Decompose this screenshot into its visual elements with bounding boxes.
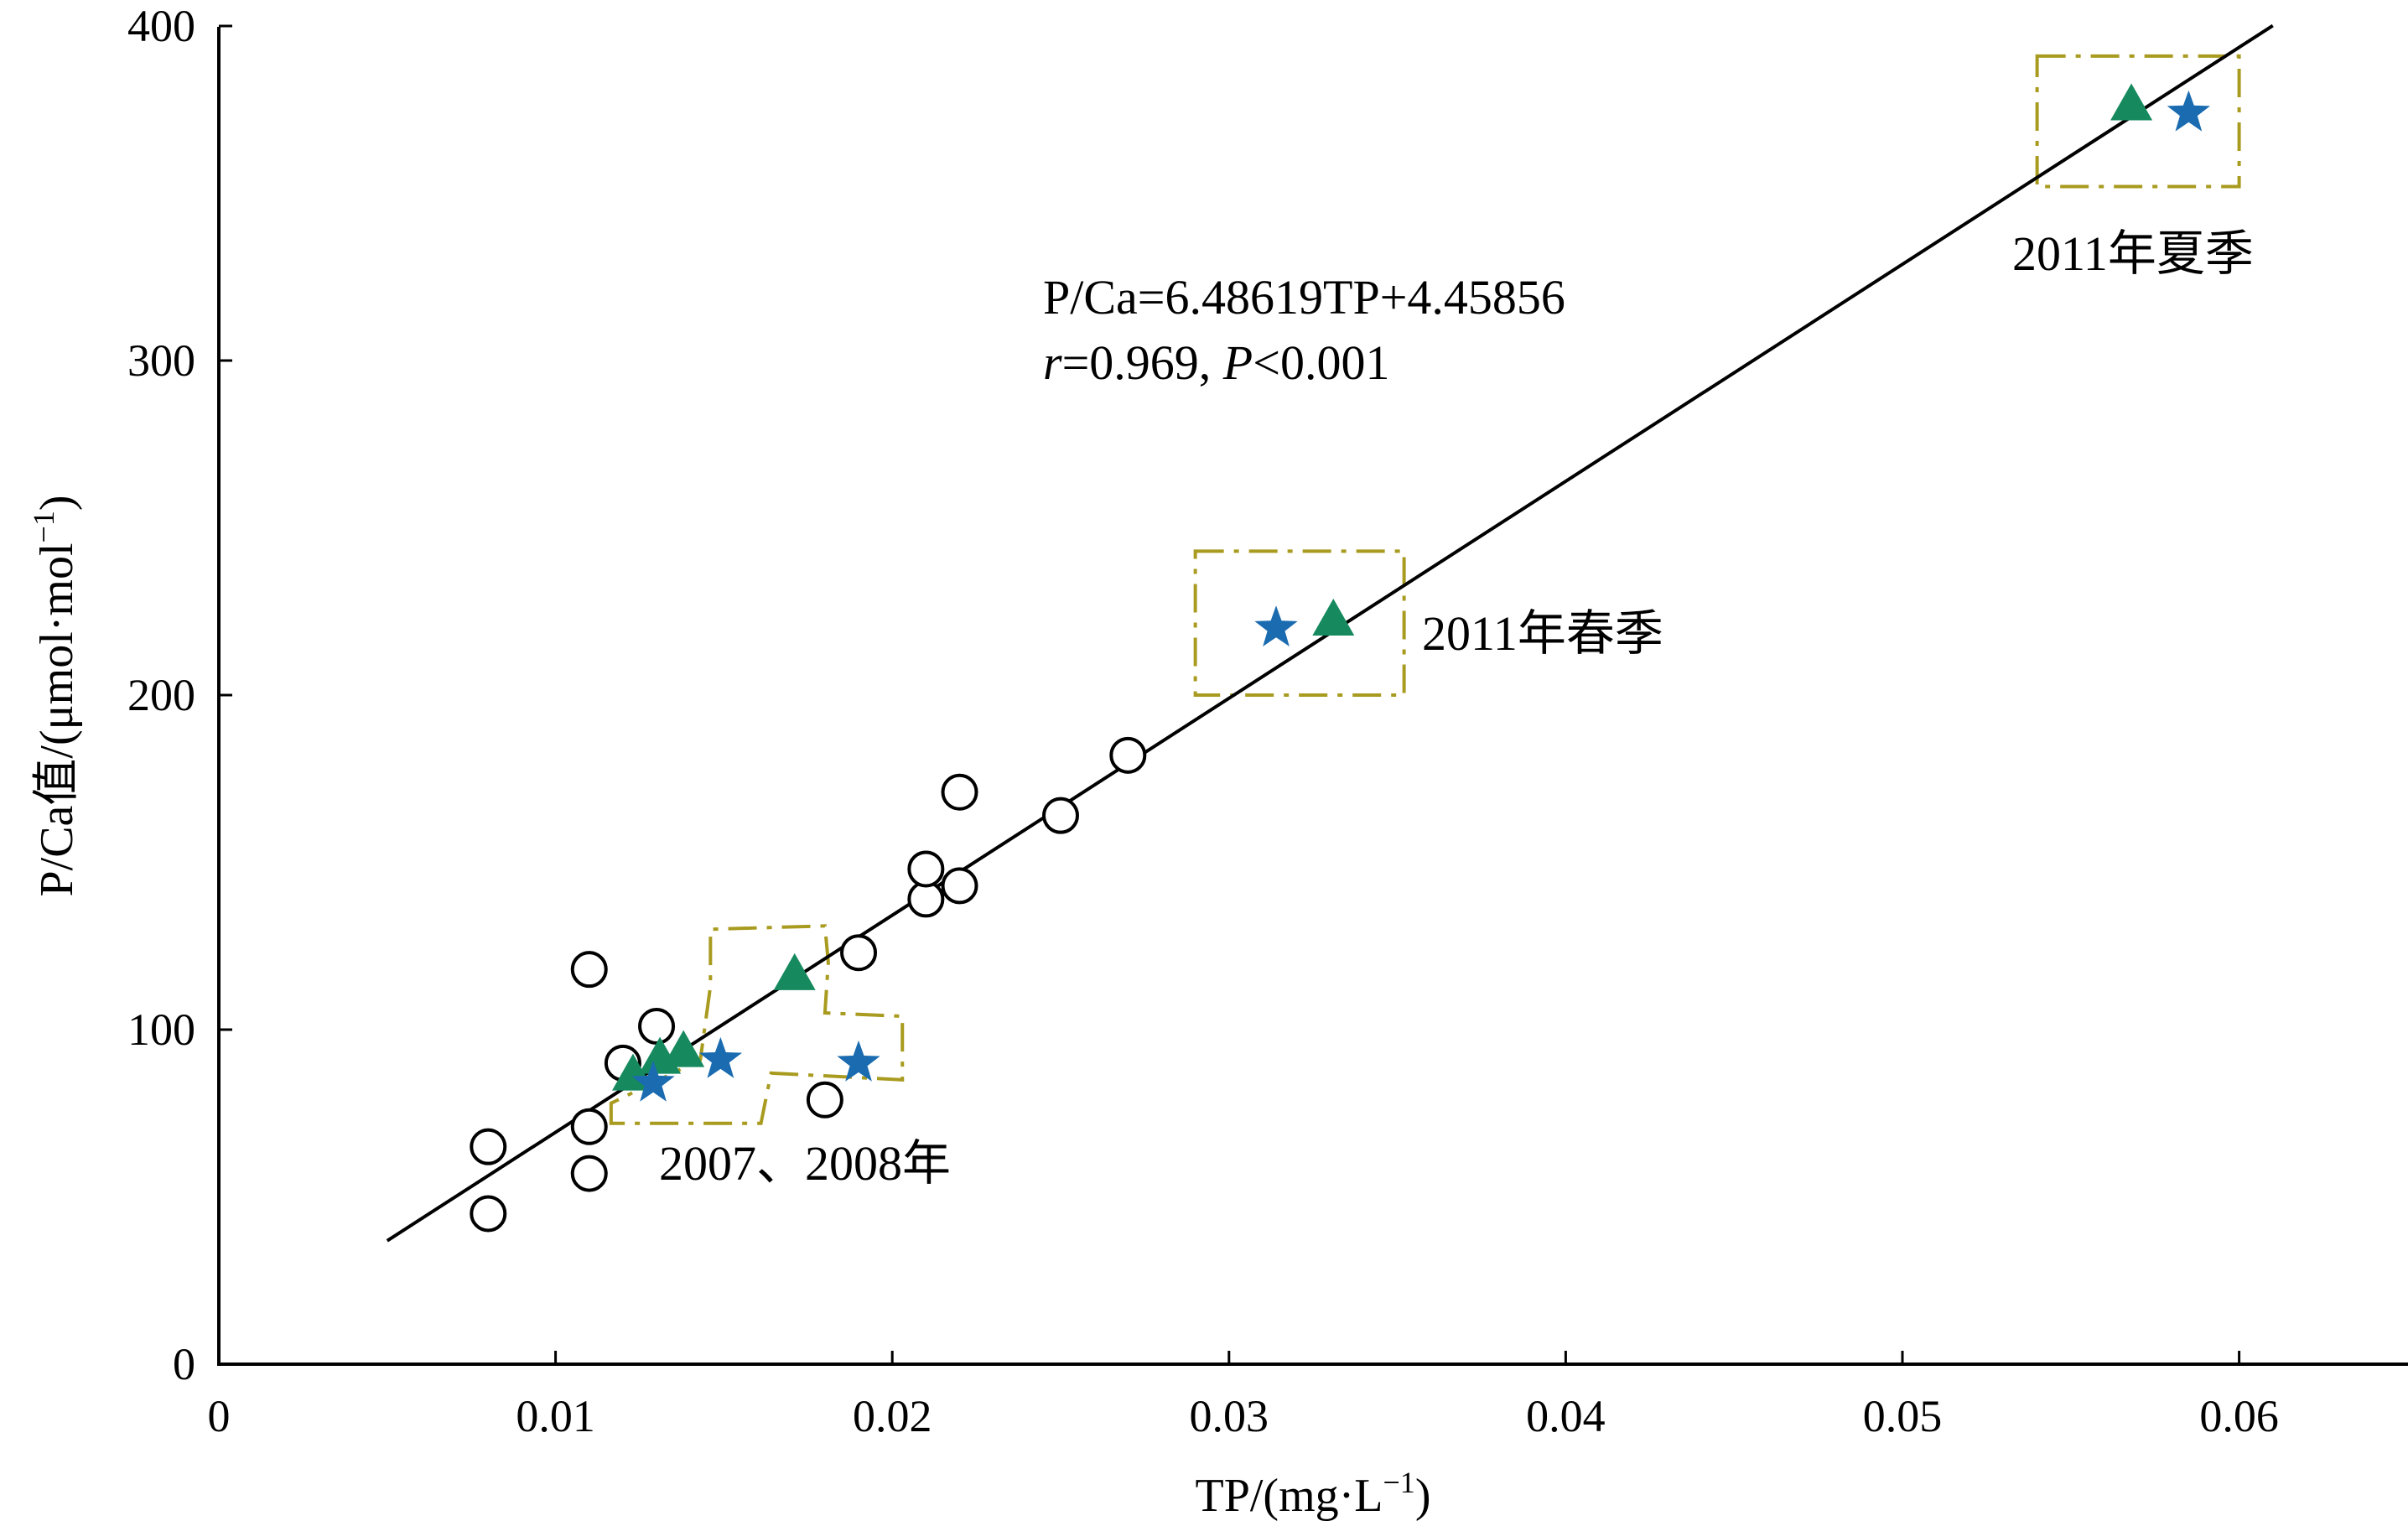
group-label-spring-2011: 2011年春季 <box>1422 606 1663 661</box>
y-tick-label: 0 <box>173 1339 195 1389</box>
x-tick-label: 0.05 <box>1863 1391 1943 1441</box>
y-tick-label: 200 <box>127 670 195 720</box>
data-point-circle <box>1109 736 1147 774</box>
data-point-circle <box>907 850 945 888</box>
x-tick-label: 0.02 <box>853 1391 932 1441</box>
data-point-circle <box>840 934 878 972</box>
group-box-2007-2008 <box>609 924 905 1125</box>
x-tick-label: 0.03 <box>1190 1391 1269 1441</box>
data-point-star <box>1254 605 1298 646</box>
data-points <box>470 83 2210 1233</box>
data-point-triangle <box>662 1030 705 1067</box>
data-point-circle <box>470 1128 507 1165</box>
data-point-triangle <box>2110 83 2153 121</box>
y-tick-label: 400 <box>127 1 195 51</box>
y-tick-label: 100 <box>127 1004 195 1055</box>
y-tick-label: 300 <box>127 335 195 386</box>
group-label-summer-2011: 2011年夏季 <box>2012 226 2254 281</box>
x-tick-label: 0.04 <box>1526 1391 1606 1441</box>
x-tick-label: 0 <box>208 1391 231 1441</box>
data-point-star <box>837 1040 880 1082</box>
data-point-circle <box>570 1155 608 1192</box>
ticks: 0 0.01 0.02 0.03 0.04 0.05 0.06 0 100 200 300 400 <box>127 1 2279 1441</box>
regression-stats: r=0.969, P<0.001 <box>1043 335 1389 390</box>
data-point-triangle <box>773 952 816 990</box>
data-point-triangle <box>1312 598 1355 636</box>
data-point-circle <box>570 951 608 989</box>
group-label-2007-2008: 2007、2008年 <box>659 1136 951 1191</box>
data-point-circle <box>941 773 978 811</box>
data-point-circle <box>806 1081 843 1119</box>
x-tick-label: 0.01 <box>516 1391 595 1441</box>
data-point-circle <box>1042 797 1079 834</box>
group-box-summer-2011 <box>2035 54 2241 189</box>
data-point-circle <box>941 867 978 905</box>
data-point-star <box>2167 90 2210 132</box>
regression-equation: P/Ca=6.48619TP+4.45856 <box>1043 270 1565 324</box>
group-box-spring-2011 <box>1193 549 1406 697</box>
group-boxes <box>609 54 2241 1125</box>
data-point-circle <box>638 1008 676 1046</box>
x-axis-title: TP/(mg·L−1) <box>1196 1466 1431 1522</box>
data-point-circle <box>470 1195 507 1233</box>
y-axis-title: P/Ca值/(μmol·mol−1) <box>27 496 83 897</box>
x-tick-label: 0.06 <box>2199 1391 2279 1441</box>
data-point-circle <box>570 1108 608 1145</box>
data-point-star <box>698 1036 743 1078</box>
data-point-star <box>631 1060 675 1102</box>
